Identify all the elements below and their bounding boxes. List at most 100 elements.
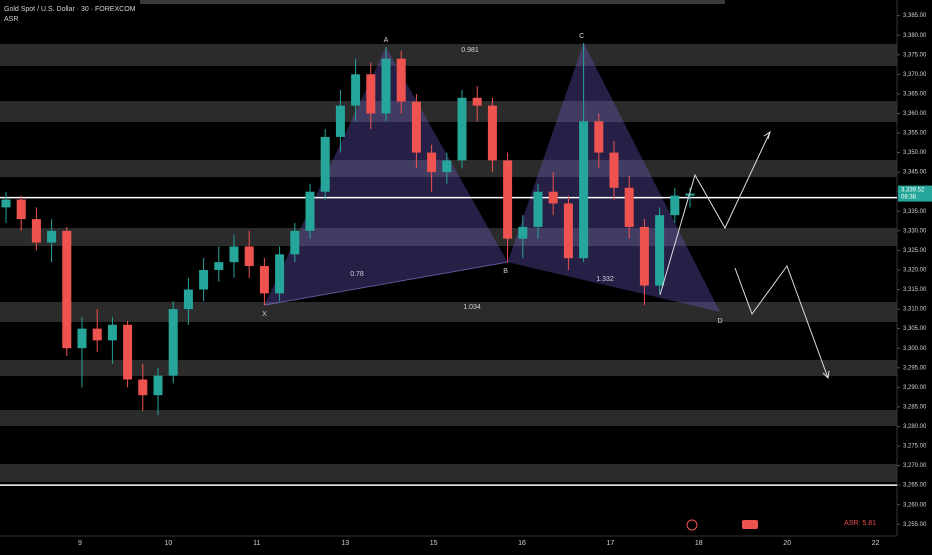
y-tick-label: 3,285.00: [903, 404, 927, 410]
candle-body: [138, 379, 148, 396]
y-tick-label: 3,265.00: [903, 483, 927, 489]
y-tick-label: 3,370.00: [903, 72, 927, 78]
y-tick-label: 3,290.00: [903, 385, 927, 391]
pattern-point-label: D: [717, 318, 722, 325]
y-tick-label: 3,310.00: [903, 307, 927, 313]
alert-icon[interactable]: [686, 519, 698, 531]
candle-body: [259, 266, 269, 294]
candle-body: [47, 230, 57, 243]
pattern-xb: [264, 261, 508, 306]
candle-body: [62, 230, 72, 349]
candle-body: [351, 74, 361, 106]
candle-body: [609, 152, 619, 188]
candle-body: [123, 324, 133, 380]
candle-body: [229, 246, 239, 263]
y-tick-label: 3,305.00: [903, 326, 927, 332]
candle-body: [366, 74, 376, 114]
y-tick-label: 3,275.00: [903, 444, 927, 450]
y-tick-label: 3,380.00: [903, 33, 927, 39]
asr-label: ASR: 5.81: [844, 520, 876, 527]
candle-body: [275, 254, 285, 294]
y-tick-label: 3,375.00: [903, 52, 927, 58]
last-price: 3,339.52: [901, 188, 925, 194]
candle-body: [624, 187, 634, 227]
plot: [0, 43, 897, 486]
candle-body: [427, 152, 437, 173]
candle-body: [168, 309, 178, 376]
y-tick-label: 3,295.00: [903, 365, 927, 371]
countdown: 06:38: [901, 195, 917, 201]
candle-body: [290, 230, 300, 255]
y-tick-label: 3,270.00: [903, 463, 927, 469]
top-bar: [140, 0, 725, 4]
x-tick-label: 11: [253, 540, 260, 547]
candle-body: [199, 269, 209, 290]
candle-body: [381, 58, 391, 114]
candle-body: [107, 324, 117, 341]
x-tick-label: 17: [607, 540, 615, 547]
candle-body: [214, 262, 224, 270]
x-tick-label: 10: [165, 540, 173, 547]
candle-body: [77, 328, 87, 349]
pattern-point-label: B: [503, 268, 508, 275]
pattern-xab: [264, 46, 508, 306]
candle-body: [153, 375, 163, 396]
candle-body: [655, 215, 665, 286]
candle-body: [31, 219, 41, 243]
pattern-point-label: A: [384, 37, 389, 44]
candle-body: [487, 105, 497, 161]
candle-body: [1, 199, 11, 208]
x-tick-label: 15: [430, 540, 438, 547]
pattern-point-label: C: [579, 33, 584, 40]
indicator-name: ASR: [4, 16, 18, 23]
x-tick-label: 18: [695, 540, 703, 547]
chart-title: Gold Spot / U.S. Dollar · 30 · FOREXCOM: [4, 6, 136, 13]
pattern-point-label: X: [262, 311, 267, 318]
candle-body: [533, 191, 543, 227]
candle-body: [457, 97, 467, 161]
candle-body: [503, 160, 513, 239]
candle-body: [579, 121, 589, 259]
y-tick-label: 3,350.00: [903, 150, 927, 156]
x-tick-label: 20: [783, 540, 791, 547]
ratio-label: 1.332: [596, 276, 614, 283]
x-tick-label: 9: [78, 540, 82, 547]
y-tick-label: 3,335.00: [903, 209, 927, 215]
candle-body: [92, 328, 102, 341]
candle-body: [16, 199, 26, 220]
candle-body: [594, 121, 604, 153]
candle-body: [472, 97, 482, 106]
y-tick-label: 3,255.00: [903, 522, 927, 528]
y-tick-label: 3,280.00: [903, 424, 927, 430]
candle-body: [305, 191, 315, 231]
y-tick-label: 3,260.00: [903, 502, 927, 508]
y-tick-label: 3,345.00: [903, 170, 927, 176]
last-price-tag: [898, 185, 932, 202]
y-tick-label: 3,325.00: [903, 248, 927, 254]
y-tick-label: 3,330.00: [903, 228, 927, 234]
candle-body: [320, 136, 330, 192]
candle-body: [548, 191, 558, 204]
x-tick-label: 13: [341, 540, 349, 547]
candle-body: [563, 203, 573, 259]
candle-body: [244, 246, 254, 267]
y-tick-label: 3,355.00: [903, 131, 927, 137]
x-tick-label: 16: [518, 540, 526, 547]
ratio-label: 1.034: [463, 304, 481, 311]
ratio-label: 0.78: [350, 271, 364, 278]
y-tick-label: 3,365.00: [903, 91, 927, 97]
y-tick-label: 3,320.00: [903, 268, 927, 274]
candle-body: [442, 160, 452, 173]
candle-body: [335, 105, 345, 137]
candle-body: [670, 195, 680, 216]
x-tick-label: 22: [872, 540, 880, 547]
y-tick-label: 3,300.00: [903, 346, 927, 352]
candle-body: [518, 226, 528, 239]
projection-arrows: [659, 130, 830, 380]
event-icon[interactable]: [742, 520, 758, 529]
candle-body: [183, 289, 193, 310]
zones: [0, 44, 897, 482]
y-tick-label: 3,385.00: [903, 13, 927, 19]
